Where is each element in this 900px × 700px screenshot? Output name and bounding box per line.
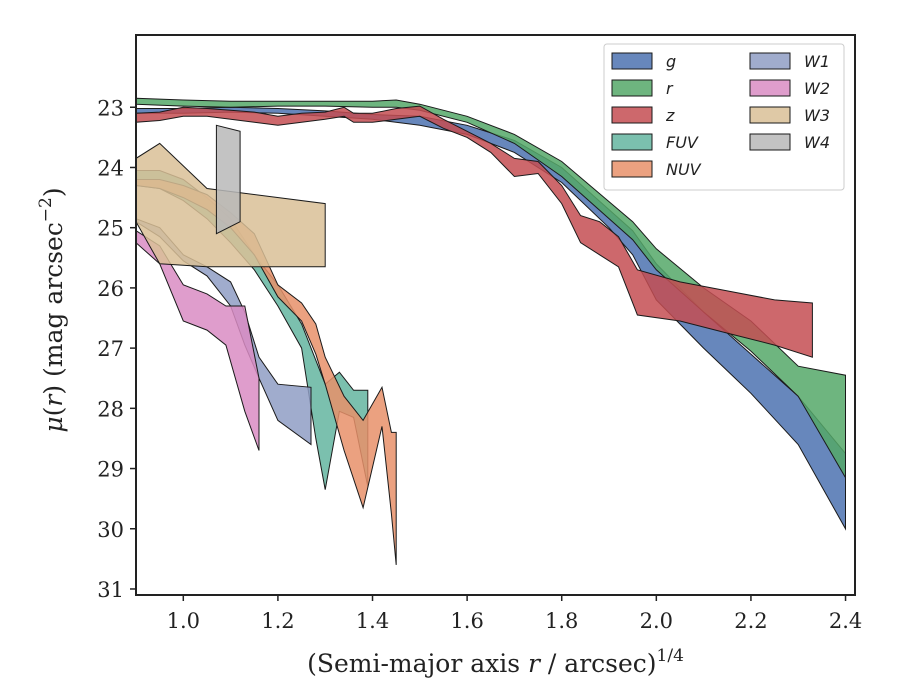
legend-swatch [611, 160, 653, 178]
legend-item-w1: W1 [749, 52, 830, 71]
y-tick-label: 31 [97, 578, 124, 602]
x-tick-label: 2.2 [734, 609, 767, 633]
legend-swatch [749, 52, 791, 70]
legend-swatch [611, 133, 653, 151]
y-label-mu: μ [39, 416, 68, 432]
x-axis-label: (Semi-major axis r / arcsec)1/4 [307, 646, 684, 678]
y-tick-label: 27 [97, 337, 124, 361]
y-label-var: r [39, 393, 68, 407]
y-tick-label: 30 [97, 518, 124, 542]
legend-label: r [666, 79, 674, 98]
x-axis: 1.0 1.2 1.4 1.6 1.8 2.0 2.2 2.4 [167, 595, 862, 633]
legend-label: z [665, 106, 675, 125]
y-tick-label: 24 [97, 156, 124, 180]
x-label-var: r [528, 649, 542, 678]
y-tick-label: 29 [97, 458, 124, 482]
legend-label: W3 [804, 106, 830, 125]
series-bands [136, 97, 846, 565]
legend: grz FUV NUV W1 W2 W3 W4 [603, 43, 845, 191]
band-w2 [136, 230, 260, 451]
legend-swatch [749, 106, 791, 124]
legend-item-g: g [611, 52, 676, 71]
y-label-sup: −2 [36, 197, 56, 222]
plot-frame [135, 34, 856, 596]
y-axis-label: μ(r) (mag arcsec−2) [36, 187, 68, 432]
band-z [136, 105, 813, 358]
legend-label: W1 [804, 52, 830, 71]
legend-swatch [611, 106, 653, 124]
x-tick-label: 1.0 [167, 609, 200, 633]
legend-item-w2: W2 [749, 79, 830, 98]
x-tick-label: 2.0 [640, 609, 673, 633]
y-label-rest: ) (mag arcsec [39, 222, 68, 395]
x-tick-label: 1.8 [545, 609, 578, 633]
legend-label: W4 [804, 133, 830, 152]
x-tick-label: 1.6 [450, 609, 483, 633]
legend-item-fuv: FUV [611, 133, 699, 152]
y-tick-label: 25 [97, 217, 124, 241]
x-tick-label: 2.4 [829, 609, 862, 633]
legend-label: g [666, 52, 676, 71]
x-tick-label: 1.4 [356, 609, 389, 633]
legend-item-r: r [611, 79, 674, 98]
x-label-suffix: / arcsec) [540, 649, 657, 678]
legend-item-z: z [611, 106, 675, 125]
y-label-paren: ( [39, 407, 68, 417]
legend-item-w3: W3 [749, 106, 830, 125]
x-label-prefix: (Semi-major axis [307, 649, 528, 678]
y-label-end: ) [39, 187, 68, 197]
legend-label: FUV [666, 133, 699, 152]
legend-label: NUV [666, 160, 702, 179]
y-tick-label: 23 [97, 96, 124, 120]
legend-swatch [749, 79, 791, 97]
legend-swatch [611, 79, 653, 97]
legend-label: W2 [804, 79, 830, 98]
legend-swatch [611, 52, 653, 70]
y-tick-label: 28 [97, 397, 124, 421]
y-axis: 23 24 25 26 27 28 29 30 31 [97, 96, 136, 602]
band-w4 [215, 124, 241, 235]
legend-swatch [749, 133, 791, 151]
legend-item-nuv: NUV [611, 160, 702, 179]
x-label-sup: 1/4 [657, 646, 684, 666]
x-tick-label: 1.2 [261, 609, 294, 633]
y-tick-label: 26 [97, 277, 124, 301]
legend-item-w4: W4 [749, 133, 830, 152]
